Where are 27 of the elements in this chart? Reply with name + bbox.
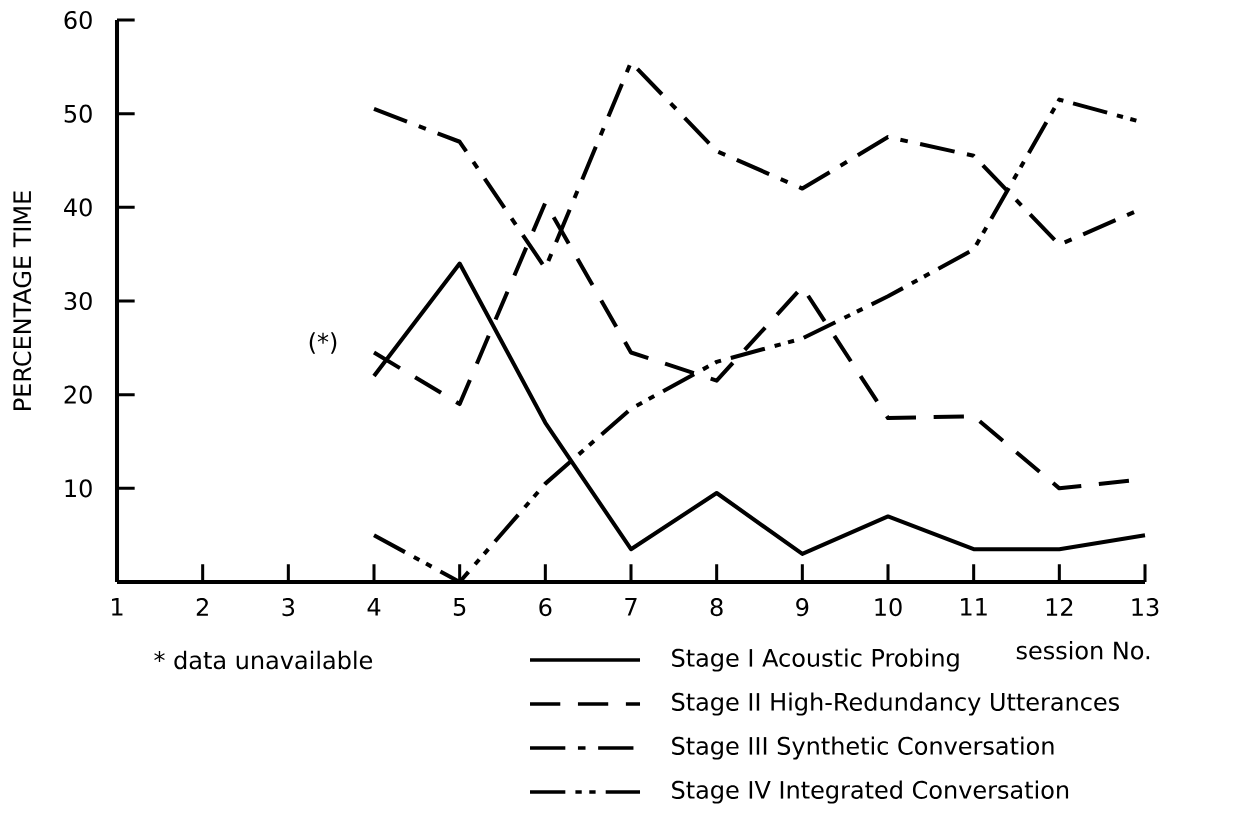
text: * data unavailable: [154, 650, 373, 670]
legend-label: Stage III Synthetic Conversation: [672, 736, 1054, 760]
x-tick-label: 5: [453, 598, 466, 616]
x-tick-label: 6: [539, 598, 552, 617]
annotation: (*): [309, 332, 337, 354]
x-tick-label: 7: [625, 598, 637, 616]
x-axis-title: session No.: [1016, 640, 1150, 660]
x-tick-label: 3: [282, 598, 295, 617]
x-tick-label: 2: [196, 598, 208, 616]
y-tick-label: 30: [64, 291, 92, 311]
legend-label: Stage I Acoustic Probing: [672, 648, 959, 672]
legend-label: Stage II High-Redundancy Utterances: [672, 692, 1119, 716]
y-tick-label: 60: [64, 10, 92, 30]
x-tick-label: 9: [796, 598, 809, 617]
x-tick-label: 10: [875, 598, 902, 617]
y-tick-label: 20: [64, 385, 92, 404]
y-axis-title: PERCENTAGE TIME: [13, 191, 32, 410]
y-tick-label: 40: [64, 198, 92, 217]
x-tick-label: 1: [112, 598, 123, 616]
x-tick-label: 11: [961, 598, 987, 616]
x-tick-label: 13: [1132, 598, 1159, 617]
y-tick-label: 10: [65, 479, 92, 498]
x-tick-label: 12: [1046, 598, 1073, 616]
x-tick-label: 4: [367, 598, 381, 616]
legend-label: Stage IV Integrated Conversation: [672, 780, 1069, 804]
x-tick-label: 8: [710, 598, 723, 617]
y-tick-label: 50: [64, 104, 92, 123]
